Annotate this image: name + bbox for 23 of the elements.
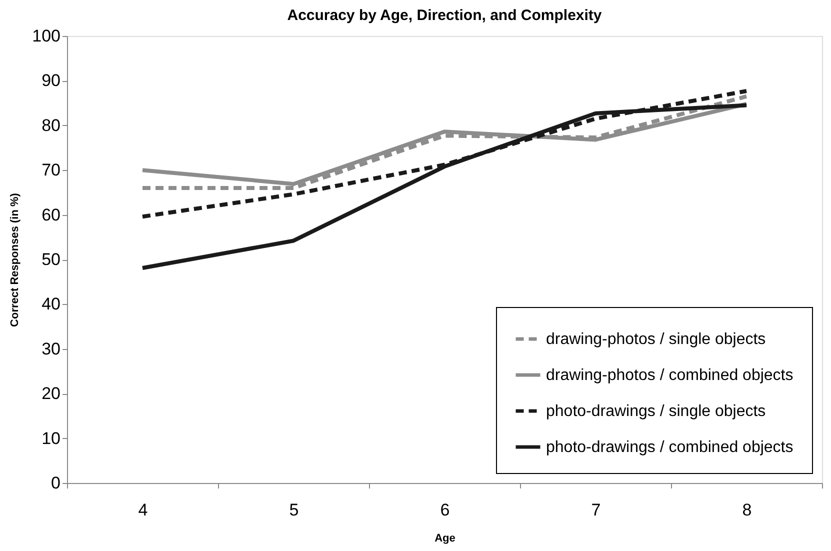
- legend-label: photo-drawings / single objects: [546, 403, 766, 420]
- y-tick-label: 80: [42, 116, 60, 135]
- y-tick-label: 60: [42, 205, 60, 224]
- y-axis-title: Correct Responses (in %): [9, 192, 22, 327]
- y-tick-label: 50: [42, 250, 60, 269]
- y-tick-label: 30: [42, 339, 60, 358]
- x-tick-label: 4: [138, 500, 148, 520]
- x-tick-label: 8: [742, 500, 752, 520]
- legend-label: drawing-photos / single objects: [546, 331, 766, 348]
- y-tick-label: 100: [32, 26, 60, 46]
- x-tick-label: 7: [591, 500, 601, 520]
- chart-title: Accuracy by Age, Direction, and Complexity: [287, 7, 602, 24]
- legend-label: photo-drawings / combined objects: [546, 439, 794, 456]
- x-axis-title: Age: [434, 532, 456, 544]
- y-tick-label: 0: [51, 474, 60, 492]
- x-tick-label: 5: [289, 500, 299, 520]
- y-tick-label: 70: [42, 160, 60, 180]
- legend-label: drawing-photos / combined objects: [546, 367, 794, 384]
- x-tick-label: 6: [440, 500, 450, 520]
- y-tick-label: 40: [42, 294, 60, 314]
- y-tick-label: 20: [42, 384, 60, 404]
- y-tick-label: 10: [42, 428, 60, 448]
- y-tick-label: 90: [42, 71, 60, 90]
